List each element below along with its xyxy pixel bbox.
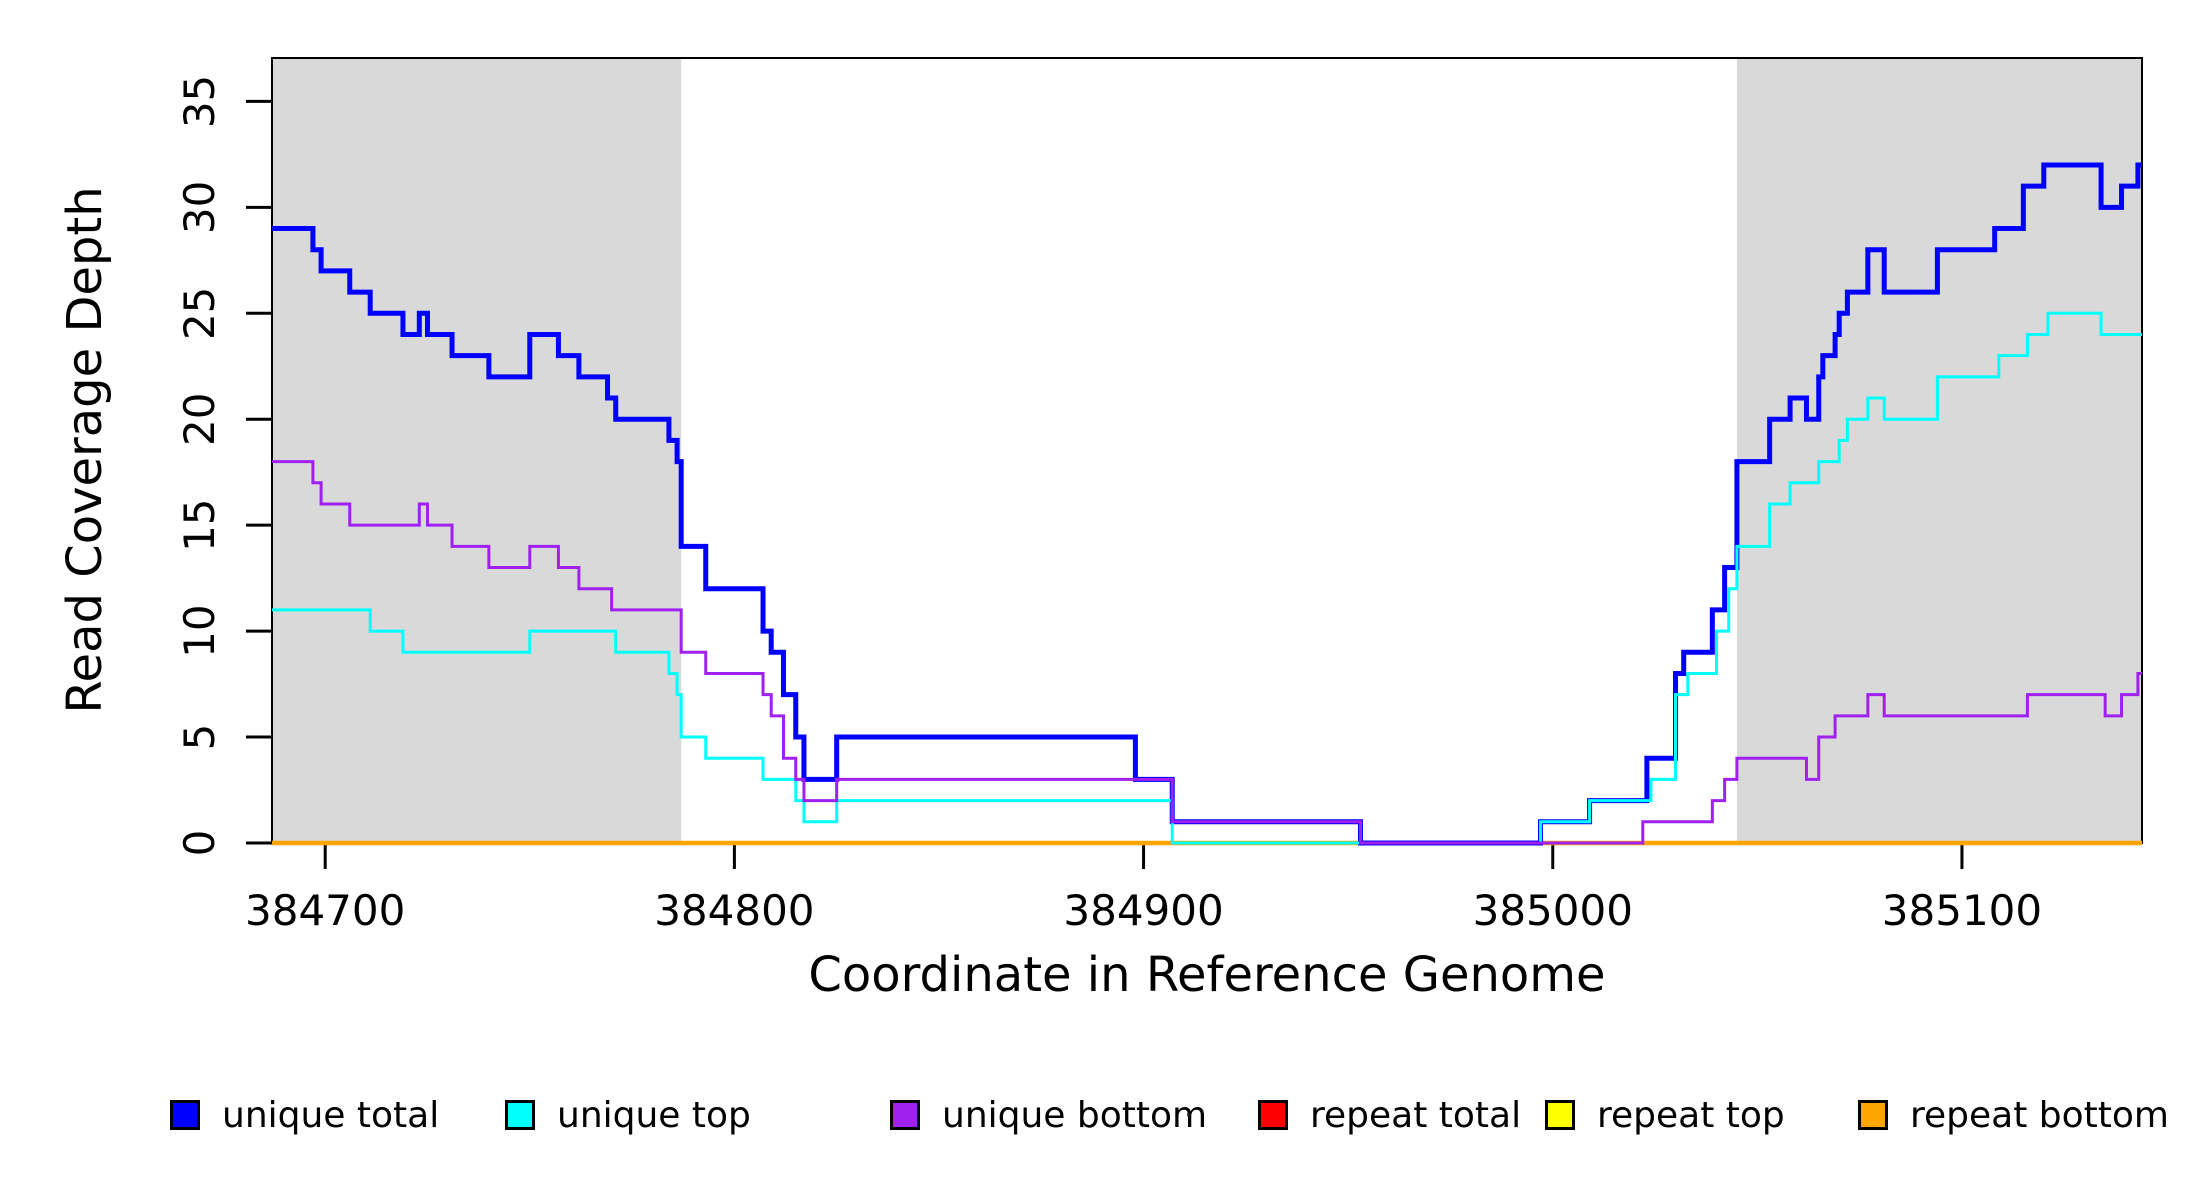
shaded-region-0	[272, 58, 682, 843]
y-tick-label: 10	[175, 604, 224, 657]
legend-item-unique-top: unique top	[505, 1085, 751, 1145]
legend-swatch-repeat-bottom-icon	[1858, 1100, 1888, 1130]
legend-item-unique-total: unique total	[170, 1085, 439, 1145]
legend-label-repeat-bottom: repeat bottom	[1910, 1094, 2169, 1136]
legend-swatch-unique-top-icon	[505, 1100, 535, 1130]
legend-swatch-unique-total-icon	[170, 1100, 200, 1130]
series-line-unique-top	[272, 311, 2142, 845]
x-tick-label: 384800	[654, 886, 814, 935]
x-tick-label: 384900	[1063, 886, 1223, 935]
legend-label-unique-total: unique total	[222, 1094, 440, 1136]
legend-label-unique-top: unique top	[557, 1094, 751, 1136]
y-axis-title: Read Coverage Depth	[57, 186, 113, 714]
y-tick-label: 5	[175, 724, 224, 751]
legend-item-repeat-top: repeat top	[1545, 1085, 1785, 1145]
legend-label-repeat-total: repeat total	[1310, 1094, 1522, 1136]
legend-swatch-unique-bottom-icon	[890, 1100, 920, 1130]
x-axis-title: Coordinate in Reference Genome	[808, 947, 1606, 1003]
x-tick-label: 385000	[1473, 886, 1633, 935]
legend-label-unique-bottom: unique bottom	[942, 1094, 1208, 1136]
y-tick-label: 0	[175, 830, 224, 857]
legend: unique total unique top unique bottom repea…	[0, 1085, 2200, 1145]
y-tick-label: 20	[175, 393, 224, 446]
legend-swatch-repeat-top-icon	[1545, 1100, 1575, 1130]
legend-artifact-dot: ·	[1184, 1098, 1194, 1133]
y-tick-label: 15	[175, 498, 224, 551]
series-line-unique-bottom	[272, 460, 2142, 845]
legend-label-repeat-top: repeat top	[1597, 1094, 1785, 1136]
y-tick-label: 25	[175, 287, 224, 340]
legend-swatch-repeat-total-icon	[1258, 1100, 1288, 1130]
y-tick-label: 30	[175, 181, 224, 234]
y-tick-label: 35	[175, 75, 224, 128]
legend-item-repeat-bottom: repeat bottom	[1858, 1085, 2169, 1145]
x-tick-label: 384700	[245, 886, 405, 935]
legend-item-unique-bottom: unique bottom	[890, 1085, 1207, 1145]
x-tick-label: 385100	[1882, 886, 2042, 935]
legend-item-repeat-total: repeat total	[1258, 1085, 1521, 1145]
shaded-region-1	[1736, 58, 2142, 843]
